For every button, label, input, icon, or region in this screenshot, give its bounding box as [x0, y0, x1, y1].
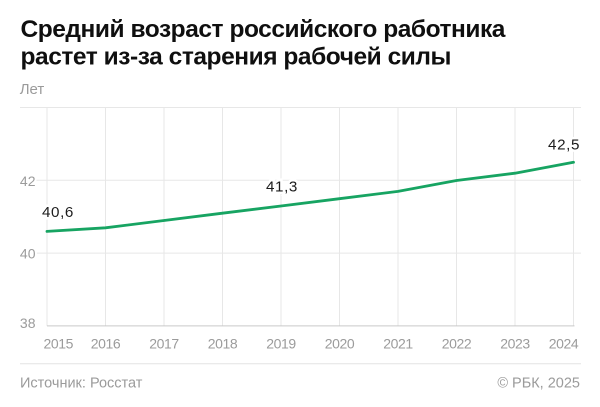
svg-text:2022: 2022 — [442, 336, 472, 352]
svg-text:38: 38 — [20, 315, 36, 331]
svg-text:42,5: 42,5 — [548, 137, 580, 154]
svg-text:2015: 2015 — [44, 336, 74, 352]
svg-text:2017: 2017 — [149, 336, 179, 352]
svg-text:40: 40 — [20, 246, 36, 262]
svg-text:40,6: 40,6 — [42, 204, 74, 221]
svg-text:2024: 2024 — [549, 336, 579, 352]
svg-text:© РБК, 2025: © РБК, 2025 — [497, 375, 580, 391]
svg-text:Средний возраст российского ра: Средний возраст российского работника — [21, 16, 506, 43]
svg-text:2021: 2021 — [383, 336, 413, 352]
svg-text:Лет: Лет — [20, 81, 45, 98]
svg-text:растет из-за старения рабочей: растет из-за старения рабочей силы — [21, 44, 452, 71]
svg-text:2020: 2020 — [325, 336, 355, 352]
svg-text:2019: 2019 — [266, 336, 296, 352]
svg-text:2023: 2023 — [500, 336, 530, 352]
svg-text:41,3: 41,3 — [266, 179, 298, 196]
svg-text:42: 42 — [20, 173, 36, 189]
svg-text:2016: 2016 — [91, 336, 121, 352]
svg-text:2018: 2018 — [208, 336, 238, 352]
svg-text:Источник: Росстат: Источник: Росстат — [20, 375, 143, 391]
